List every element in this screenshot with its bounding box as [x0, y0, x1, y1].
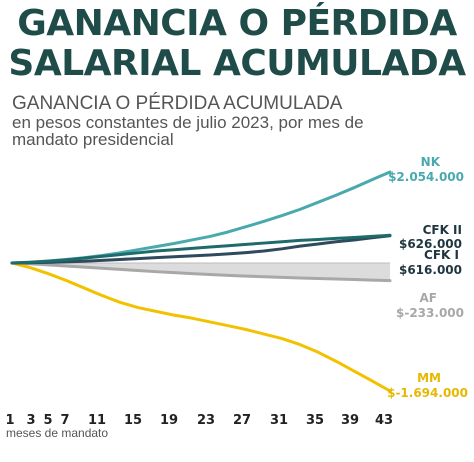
series-af-value-label: $-233.000 — [396, 306, 464, 320]
x-tick-label: 15 — [124, 413, 142, 428]
series-af-line — [10, 261, 392, 283]
x-tick-label: 7 — [60, 413, 69, 428]
x-tick-label: 31 — [270, 413, 288, 428]
x-axis-label: meses de mandato — [6, 426, 109, 440]
x-tick-label: 19 — [160, 413, 178, 428]
series-nk-name-label: NK — [421, 155, 441, 169]
headline-line-2: SALARIAL ACUMULADA — [8, 43, 466, 84]
x-tick-label: 43 — [375, 413, 393, 428]
x-tick-label: 35 — [306, 413, 324, 428]
series-nk-value-label: $2.054.000 — [388, 170, 464, 184]
series-nk-line — [10, 170, 392, 265]
x-tick-label: 3 — [26, 413, 35, 428]
series-cfk-i-value-label: $616.000 — [399, 263, 462, 277]
series-cfk-i-line — [10, 234, 392, 265]
series-cfk-ii-line — [10, 233, 392, 265]
headline: GANANCIA O PÉRDIDA SALARIAL ACUMULADA — [0, 4, 474, 84]
series-af-name-label: AF — [420, 291, 437, 305]
headline-line-1: GANANCIA O PÉRDIDA — [17, 3, 457, 44]
series-mm-name-label: MM — [417, 371, 441, 385]
chart-title: GANANCIA O PÉRDIDA ACUMULADA — [12, 93, 343, 114]
x-tick-label: 27 — [233, 413, 251, 428]
series-cfk-ii-value-label: $626.000 — [399, 237, 462, 251]
x-tick-label: 23 — [197, 413, 215, 428]
x-tick-label: 11 — [88, 413, 106, 428]
series-mm-line — [10, 261, 392, 393]
series-cfk-ii-name-label: CFK II — [423, 223, 462, 237]
chart-subtitle: en pesos constantes de julio 2023, por m… — [12, 113, 364, 149]
series-mm-value-label: $-1.694.000 — [387, 386, 468, 400]
x-tick-label: 1 — [5, 413, 14, 428]
series-cfk-i-name-label: CFK I — [424, 248, 459, 262]
x-tick-label: 5 — [43, 413, 52, 428]
x-tick-label: 39 — [341, 413, 359, 428]
